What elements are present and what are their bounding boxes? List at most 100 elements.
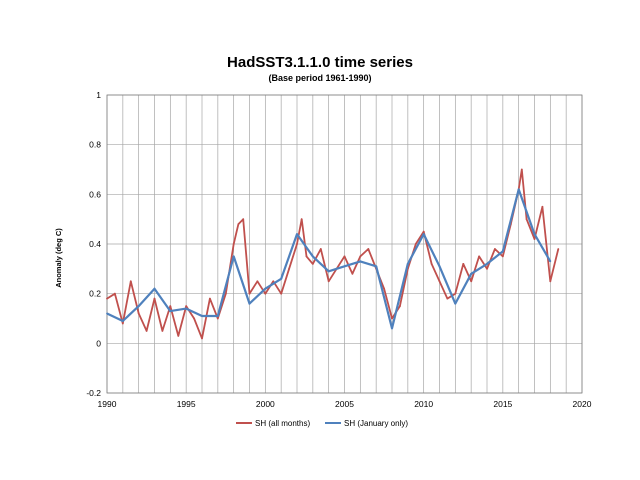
data-point [193, 317, 196, 320]
data-point [161, 330, 164, 332]
data-point [288, 267, 290, 270]
data-point [391, 327, 393, 330]
data-point [264, 292, 267, 295]
data-point [114, 292, 116, 295]
data-point [137, 305, 140, 307]
data-point [533, 238, 536, 240]
data-point [129, 280, 132, 283]
data-point [311, 255, 314, 258]
y-tick-label: 0.8 [89, 140, 101, 150]
plot-area [106, 94, 583, 394]
x-tick-label: 2000 [256, 399, 275, 409]
data-point [121, 322, 124, 325]
data-point [237, 223, 240, 226]
y-tick-label: 0 [96, 338, 101, 348]
data-point [533, 233, 536, 236]
data-point [272, 280, 275, 283]
data-point [520, 168, 523, 171]
data-point [185, 307, 188, 310]
data-point [375, 265, 378, 268]
data-point [430, 263, 433, 265]
data-point [501, 255, 504, 258]
data-point [216, 315, 219, 317]
y-axis-label: Anomaly (deg C) [54, 228, 63, 288]
x-tick-label: 2020 [573, 399, 592, 409]
legend-label-january-only: SH (January only) [344, 419, 408, 428]
data-point [177, 335, 180, 337]
data-point [248, 302, 251, 305]
data-point [319, 248, 322, 250]
data-point [541, 205, 544, 208]
data-point [351, 272, 354, 275]
chart-subtitle: (Base period 1961-1990) [268, 73, 371, 83]
data-point [470, 272, 473, 275]
data-point [501, 250, 504, 253]
data-point [359, 255, 362, 258]
data-point [422, 230, 425, 233]
data-point [383, 287, 385, 290]
data-point [486, 263, 488, 265]
grid [106, 94, 583, 394]
data-point [327, 270, 330, 273]
data-point [153, 287, 156, 290]
data-point [549, 280, 552, 283]
data-point [232, 243, 235, 245]
y-tick-label: -0.2 [86, 388, 101, 398]
data-point [486, 267, 488, 270]
data-point [296, 233, 298, 236]
data-point [201, 315, 203, 317]
data-point [280, 277, 283, 280]
data-point [137, 312, 140, 315]
data-point [446, 297, 449, 300]
data-point [367, 248, 370, 250]
data-point [296, 243, 298, 245]
data-point [454, 302, 457, 305]
data-point [106, 297, 108, 300]
data-point [343, 265, 346, 268]
y-axis-ticks: -0.2 0 0.2 0.4 0.6 0.8 1 [86, 90, 101, 398]
data-point [517, 188, 520, 191]
y-tick-label: 0.2 [89, 289, 101, 299]
x-tick-label: 2005 [335, 399, 354, 409]
x-tick-label: 1995 [177, 399, 196, 409]
data-point [494, 248, 496, 250]
data-point [399, 305, 401, 307]
series-line-0 [106, 168, 560, 340]
x-axis-ticks: 1990 1995 2000 2005 2010 2015 2020 [98, 399, 592, 409]
data-point [391, 317, 393, 320]
data-point [462, 263, 465, 265]
data-point [242, 218, 245, 221]
data-point [422, 233, 425, 236]
chart-title: HadSST3.1.1.0 time series [227, 54, 413, 71]
data-point [224, 292, 227, 295]
data-point [557, 248, 560, 250]
data-point [185, 305, 188, 307]
data-point [216, 317, 219, 320]
data-point [438, 280, 441, 283]
data-point [327, 280, 330, 283]
data-point [454, 292, 457, 295]
data-point [478, 255, 480, 258]
x-tick-label: 2010 [414, 399, 433, 409]
data-point [232, 255, 235, 258]
series-layer [106, 168, 560, 340]
data-point [280, 292, 283, 295]
data-point [106, 312, 108, 315]
data-point [256, 280, 259, 283]
data-point [525, 218, 528, 221]
x-tick-label: 1990 [98, 399, 117, 409]
y-tick-label: 0.4 [89, 239, 101, 249]
legend: SH (all months) SH (January only) [236, 419, 408, 428]
data-point [311, 263, 314, 265]
data-point [406, 263, 409, 265]
data-point [305, 255, 308, 258]
data-point [414, 243, 417, 245]
data-point [264, 287, 267, 290]
data-point [248, 292, 251, 295]
data-point [201, 337, 203, 340]
data-point [169, 310, 172, 312]
y-tick-label: 1 [96, 90, 101, 100]
data-point [549, 260, 552, 263]
legend-label-all-months: SH (all months) [255, 419, 310, 428]
